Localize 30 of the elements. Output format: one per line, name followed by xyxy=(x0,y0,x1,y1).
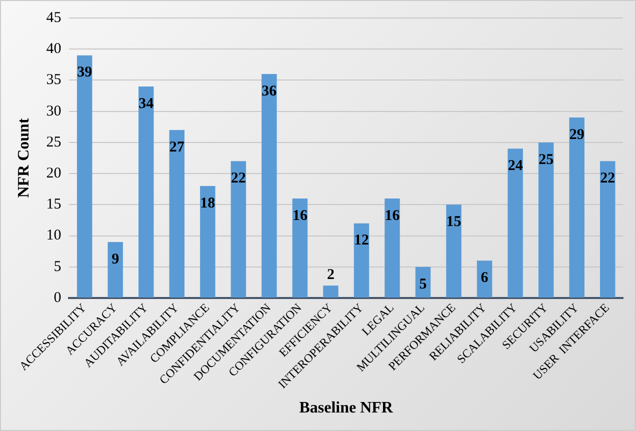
y-tick-label: 45 xyxy=(46,10,62,26)
y-tick-label: 10 xyxy=(46,228,62,244)
y-tick-label: 25 xyxy=(46,134,62,150)
data-label: 24 xyxy=(508,158,524,174)
data-label: 16 xyxy=(384,208,400,224)
data-label: 12 xyxy=(354,232,369,249)
y-tick-label: 20 xyxy=(46,166,62,182)
data-label: 6 xyxy=(480,270,489,286)
y-tick-label: 30 xyxy=(46,103,62,120)
data-label: 16 xyxy=(292,208,308,224)
data-label: 34 xyxy=(138,96,154,112)
y-tick-label: 35 xyxy=(46,72,62,88)
data-label: 15 xyxy=(446,214,462,230)
data-label: 22 xyxy=(600,170,616,186)
y-tick-label: 0 xyxy=(54,290,62,306)
data-label: 27 xyxy=(169,139,185,156)
data-label: 2 xyxy=(326,266,334,283)
data-label: 18 xyxy=(200,195,216,212)
y-tick-label: 15 xyxy=(46,196,62,213)
y-tick-label: 40 xyxy=(46,41,62,58)
y-tick-label: 5 xyxy=(54,258,62,275)
data-label: 29 xyxy=(569,126,584,143)
data-label: 5 xyxy=(419,276,427,292)
data-label: 25 xyxy=(538,152,554,168)
y-axis-title: NFR Count xyxy=(16,118,33,198)
data-label: 9 xyxy=(112,251,120,268)
data-label: 22 xyxy=(230,170,246,186)
data-label: 39 xyxy=(77,64,92,81)
x-axis-title: Baseline NFR xyxy=(299,400,394,417)
data-label: 36 xyxy=(262,83,278,100)
